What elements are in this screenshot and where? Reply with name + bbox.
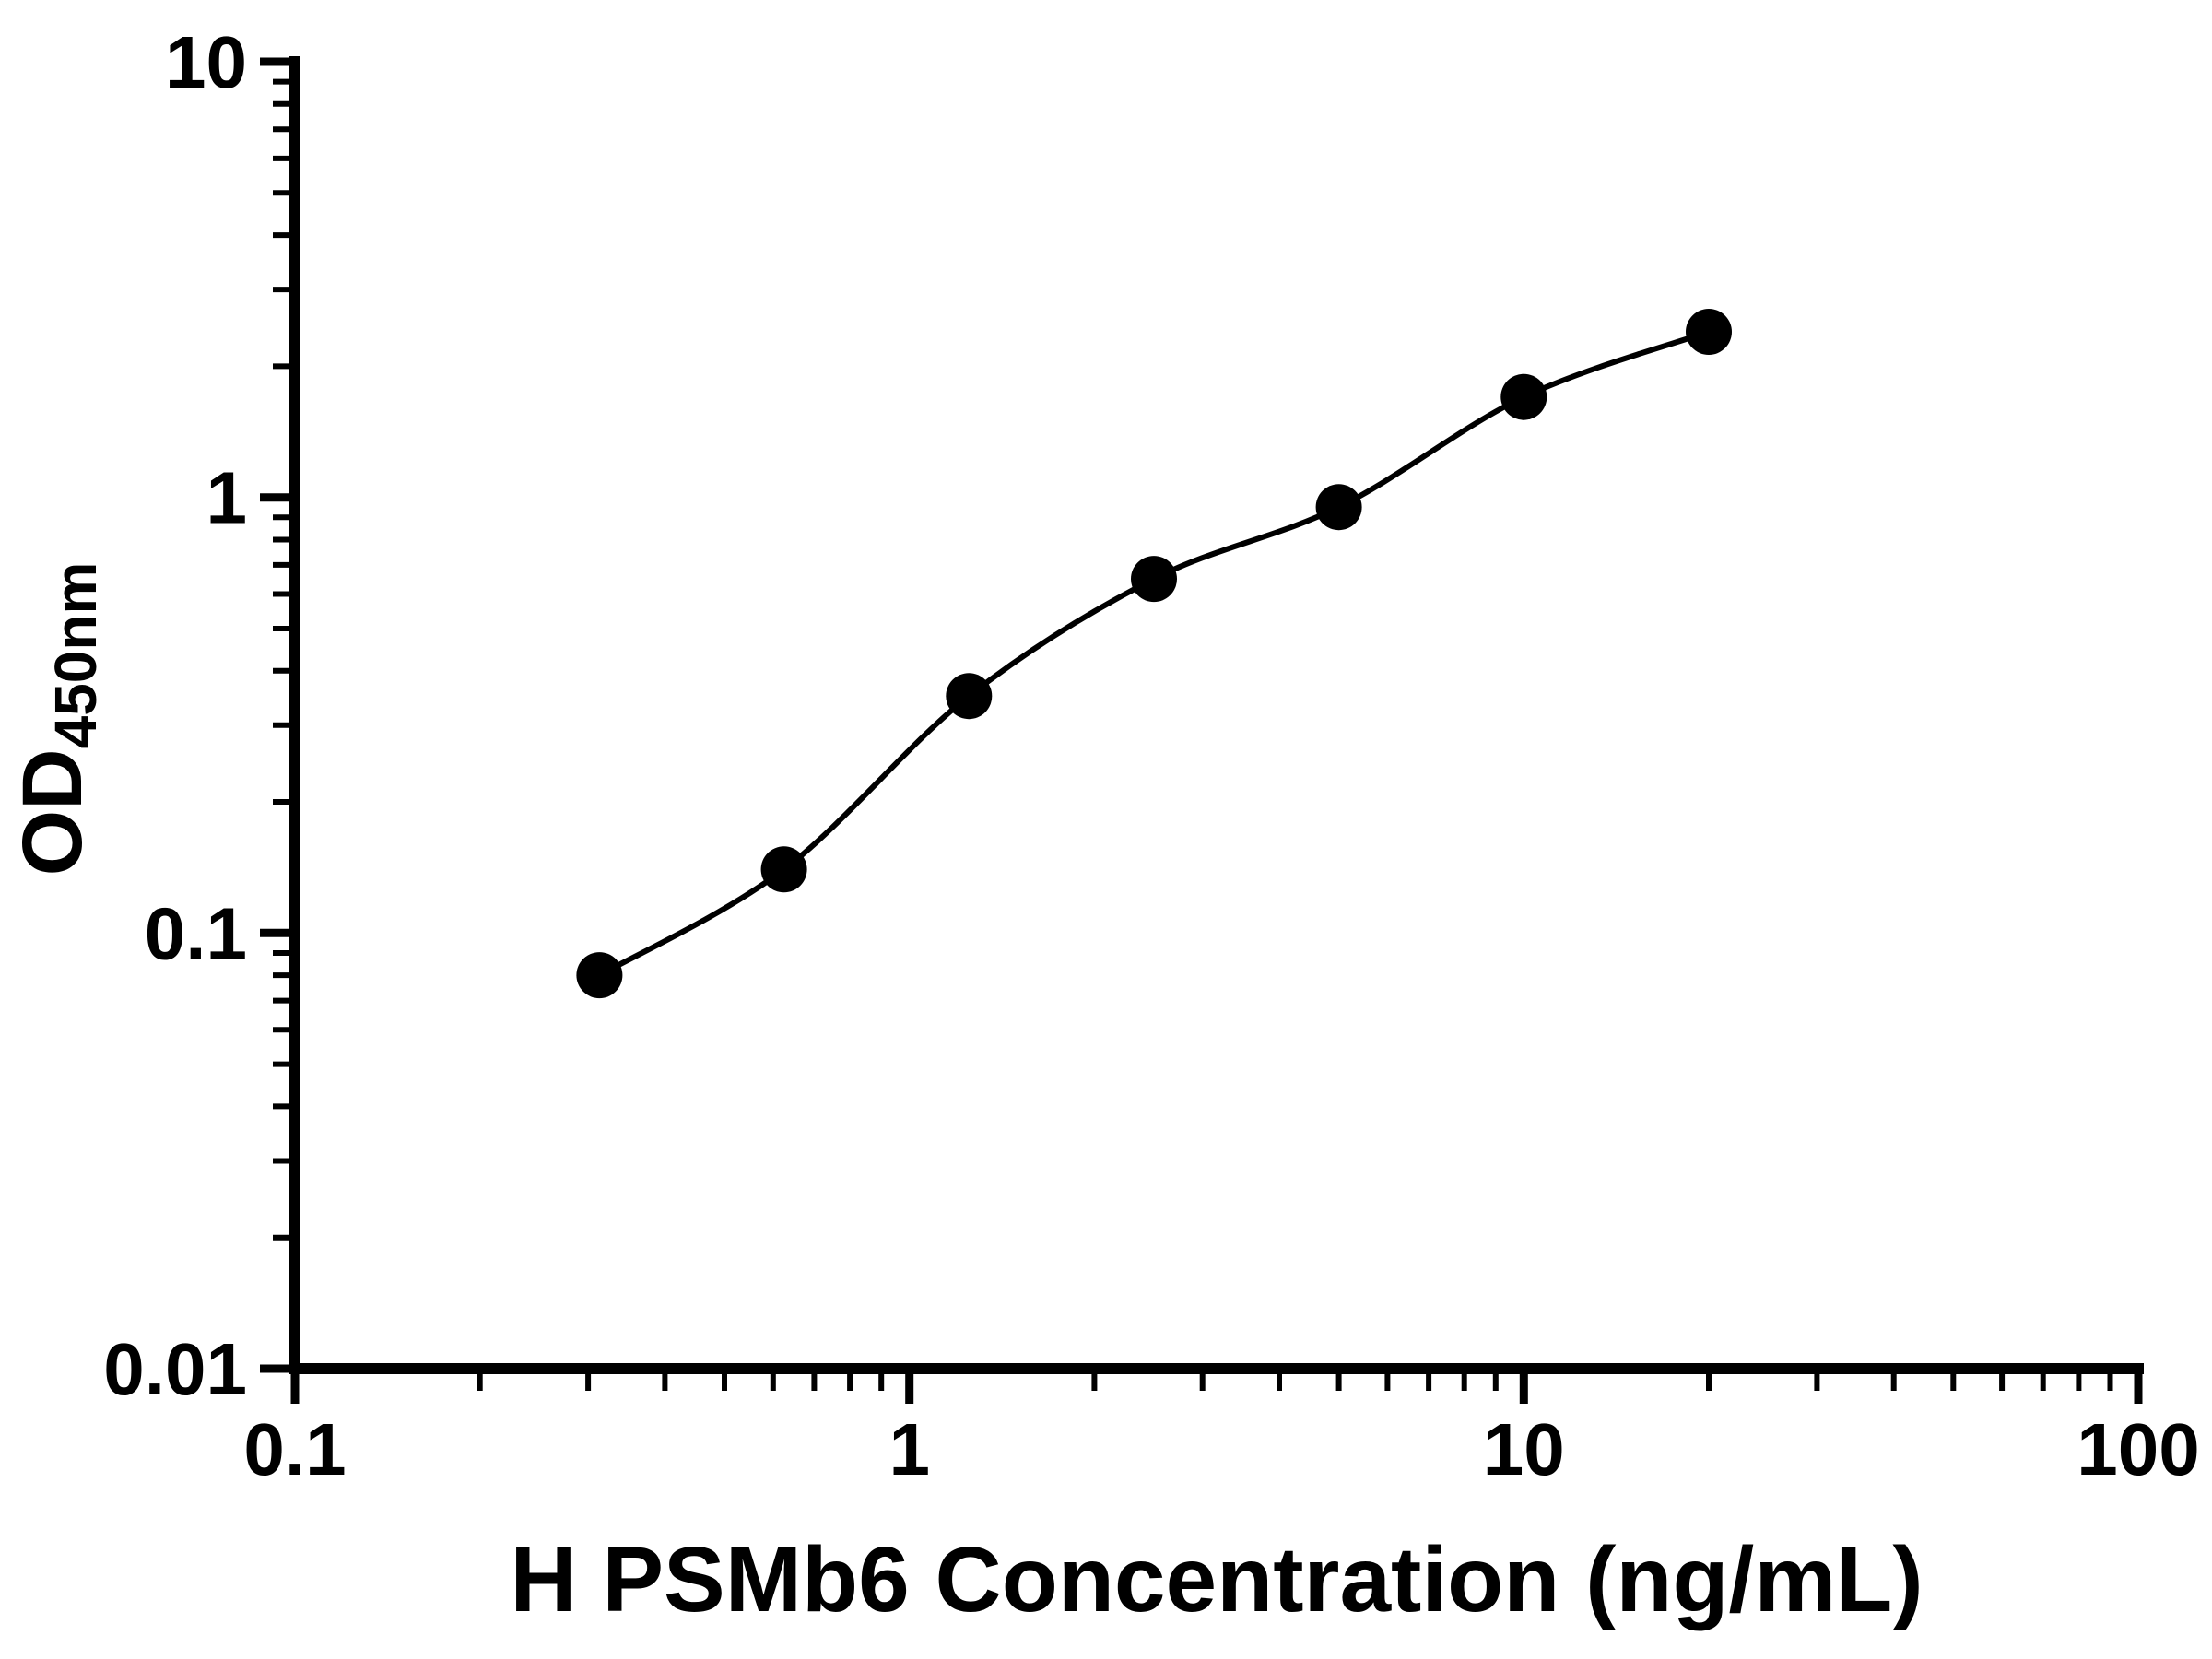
data-point — [1686, 309, 1732, 355]
x-tick-label: 0.1 — [243, 1408, 346, 1490]
data-point — [576, 952, 623, 999]
axis-spines — [289, 56, 2144, 1374]
x-tick-label: 1 — [888, 1408, 930, 1490]
y-tick-label: 10 — [165, 21, 247, 103]
y-axis-title-subscript: 450nm — [42, 562, 109, 749]
data-point — [946, 673, 993, 720]
x-tick-label: 10 — [1483, 1408, 1565, 1490]
data-point — [760, 846, 807, 893]
y-axis-title-main: OD — [6, 748, 100, 876]
data-point — [1315, 484, 1362, 531]
x-axis-title: H PSMb6 Concentration (ng/mL) — [510, 1528, 1923, 1631]
y-tick-label: 0.1 — [145, 892, 247, 974]
data-point — [1131, 556, 1177, 603]
y-axis-title: OD450nm — [6, 562, 109, 877]
data-point — [1500, 373, 1547, 420]
y-tick-label: 0.01 — [103, 1328, 247, 1410]
y-tick-label: 1 — [206, 457, 248, 539]
x-tick-label: 100 — [2077, 1408, 2199, 1490]
